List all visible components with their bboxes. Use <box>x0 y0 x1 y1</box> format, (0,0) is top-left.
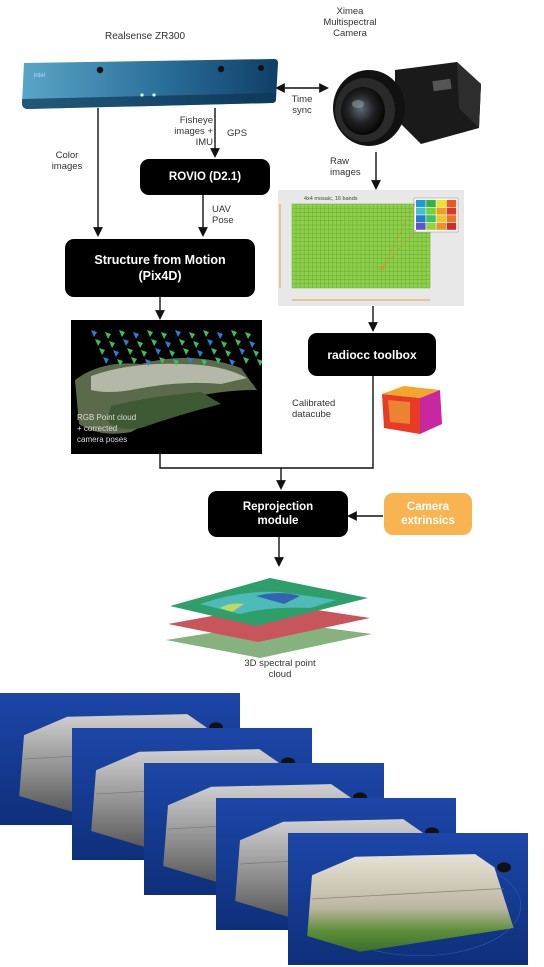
camera-pose-marker <box>253 350 259 357</box>
camera-pose-marker <box>113 350 119 357</box>
calibrated-datacube-label: Calibrated datacube <box>292 398 336 420</box>
spectral-layers-illustration <box>166 578 372 658</box>
camera-pose-marker <box>123 339 129 346</box>
camera-pose-marker <box>161 332 167 339</box>
realsense-camera-icon: intel <box>22 59 278 109</box>
mosaic-band-cell <box>436 207 446 215</box>
camera-pose-marker <box>225 350 231 357</box>
camera-pose-marker <box>257 359 262 366</box>
camera-pose-marker <box>235 339 241 346</box>
color-images-label: Color images <box>51 150 83 172</box>
camera-pose-marker <box>201 359 207 366</box>
result-photo <box>288 833 528 965</box>
camera-pose-marker <box>193 341 199 348</box>
mosaic-band-cell <box>426 200 436 207</box>
sfm-box: Structure from Motion (Pix4D) <box>65 239 255 297</box>
pointcloud-caption-2: + corrected <box>77 424 117 433</box>
camera-pose-marker <box>197 350 203 357</box>
camera-pose-marker <box>141 350 147 357</box>
mosaic-band-cell <box>416 215 426 223</box>
mosaic-title: 4x4 mosaic, 16 bands <box>304 196 358 202</box>
ximea-title: Ximea Multispectral Camera <box>323 6 377 39</box>
datacube-illustration <box>382 386 442 434</box>
time-sync-label: Time sync <box>291 94 313 116</box>
camera-pose-marker <box>127 348 133 355</box>
camera-pose-marker <box>231 330 237 337</box>
mosaic-band-cell <box>446 200 457 207</box>
mosaic-band-cell <box>436 200 446 207</box>
mosaic-band-cell <box>416 222 426 230</box>
camera-pose-marker <box>169 350 175 357</box>
point-cloud-illustration: RGB Point cloud + corrected camera poses <box>71 320 262 454</box>
ximea-camera-icon <box>333 62 481 146</box>
camera-pose-marker <box>211 348 217 355</box>
flow-connectors <box>93 83 383 567</box>
camera-pose-marker <box>165 341 171 348</box>
camera-pose-marker <box>145 359 151 366</box>
mosaic-band-cell <box>436 222 446 230</box>
camera-pose-marker <box>207 339 213 346</box>
mosaic-band-cell <box>416 207 426 215</box>
raw-images-label: Raw images <box>330 156 361 178</box>
camera-pose-marker <box>243 357 249 364</box>
fisheye-label: Fisheye images + IMU <box>174 115 213 148</box>
rovio-box: ROVIO (D2.1) <box>140 159 270 195</box>
camera-pose-marker <box>229 359 235 366</box>
camera-pose-marker <box>183 348 189 355</box>
mosaic-band-cell <box>416 200 426 207</box>
camera-pose-marker <box>117 359 123 366</box>
gps-label: GPS <box>226 128 248 139</box>
camera-pose-marker <box>189 332 195 339</box>
camera-pose-marker <box>151 339 157 346</box>
pointcloud-caption-1: RGB Point cloud <box>77 413 136 422</box>
camera-pose-marker <box>103 357 109 364</box>
camera-pose-marker <box>131 357 137 364</box>
mosaic-band-cell <box>426 222 436 230</box>
camera-pose-marker <box>155 348 161 355</box>
camera-pose-marker <box>137 341 143 348</box>
camera-pose-marker <box>95 339 101 346</box>
camera-pose-marker <box>175 330 181 337</box>
camera-pose-marker <box>249 341 255 348</box>
result-photo-stack <box>0 693 528 965</box>
camera-pose-marker <box>105 332 111 339</box>
mosaic-band-cell <box>446 207 457 215</box>
mosaic-band-cell <box>446 215 457 223</box>
mosaic-illustration: 4x4 mosaic, 16 bands <box>278 190 464 306</box>
radiocc-box: radiocc toolbox <box>308 333 436 376</box>
camera-pose-marker <box>179 339 185 346</box>
camera-pose-marker <box>147 330 153 337</box>
realsense-logo: intel <box>34 73 45 79</box>
camera-pose-marker <box>159 357 165 364</box>
camera-pose-marker <box>109 341 115 348</box>
camera-pose-marker <box>119 330 125 337</box>
camera-pose-marker <box>91 330 97 337</box>
camera-pose-marker <box>245 332 251 339</box>
mosaic-band-cell <box>426 207 436 215</box>
camera-pose-marker <box>203 330 209 337</box>
mosaic-band-cell <box>436 215 446 223</box>
camera-pose-marker <box>173 359 179 366</box>
camera-pose-marker <box>221 341 227 348</box>
pointcloud-caption-3: camera poses <box>77 435 127 444</box>
camera-pose-marker <box>239 348 245 355</box>
camera-pose-marker <box>99 348 105 355</box>
camera-pose-marker <box>215 357 221 364</box>
camera-pose-marker <box>217 332 223 339</box>
output-label: 3D spectral point cloud <box>244 658 316 680</box>
reprojection-results-panel <box>0 693 544 967</box>
realsense-title: Realsense ZR300 <box>104 31 186 42</box>
camera-pose-marker <box>133 332 139 339</box>
reprojection-box: Reprojection module <box>208 491 348 537</box>
mosaic-band-cell <box>426 215 436 223</box>
camera-pose-marker <box>187 357 193 364</box>
uav-pose-label: UAV Pose <box>212 204 234 226</box>
camera-extrinsics-box: Camera extrinsics <box>384 493 472 535</box>
mosaic-band-cell <box>446 222 457 230</box>
